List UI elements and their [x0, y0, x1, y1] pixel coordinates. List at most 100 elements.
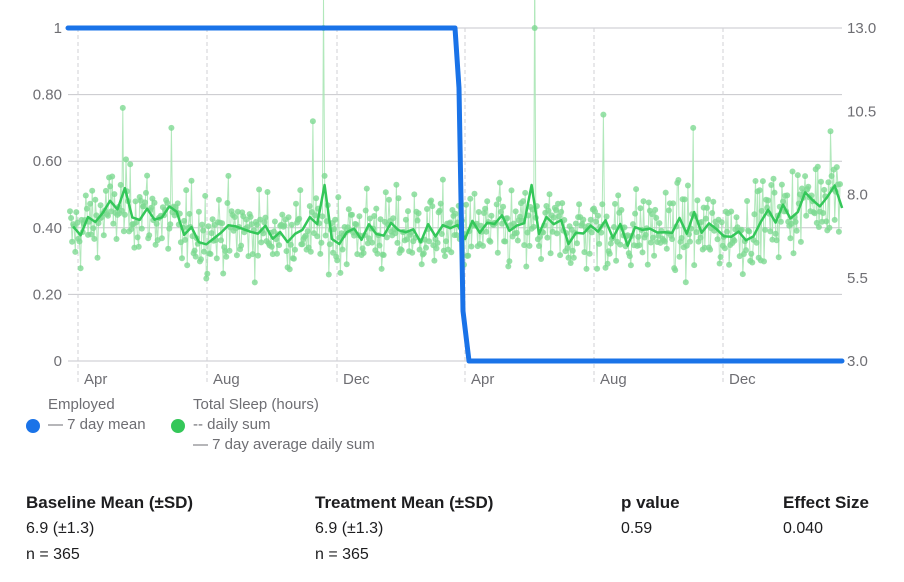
sleep-daily-point — [693, 229, 700, 236]
sleep-daily-point — [362, 207, 369, 214]
sleep-daily-point — [437, 200, 444, 207]
stat-baseline-n: n = 365 — [26, 546, 80, 563]
sleep-daily-point — [330, 249, 336, 256]
sleep-daily-point — [546, 191, 553, 198]
sleep-daily-point — [343, 261, 350, 268]
sleep-daily-point — [292, 246, 298, 253]
sleep-daily-point — [772, 230, 779, 237]
sleep-daily-point — [762, 226, 768, 233]
sleep-daily-point — [787, 235, 794, 242]
sleep-daily-point — [256, 186, 263, 193]
sleep-daily-point — [89, 187, 96, 194]
sleep-daily-point — [592, 208, 598, 215]
sleep-daily-point — [805, 183, 812, 190]
sleep-daily-point — [288, 221, 295, 228]
sleep-daily-point — [583, 265, 590, 272]
sleep-daily-point — [777, 218, 784, 225]
sleep-daily-point — [488, 212, 495, 219]
sleep-daily-point — [784, 192, 791, 199]
sleep-daily-point — [416, 246, 423, 253]
y-right-tick-label: 8.0 — [847, 187, 868, 204]
x-tick-label: Apr — [84, 371, 107, 388]
sleep-daily-point — [531, 25, 538, 31]
employed-line — [65, 25, 845, 364]
sleep-daily-point — [504, 215, 511, 222]
sleep-daily-point — [827, 128, 834, 135]
sleep-daily-point — [724, 228, 730, 235]
sleep-daily-point — [581, 249, 588, 256]
sleep-daily-point — [119, 104, 126, 111]
sleep-daily-point — [152, 241, 159, 248]
sleep-daily-point — [87, 200, 94, 207]
sleep-daily-point — [514, 237, 521, 244]
sleep-daily-point — [709, 210, 716, 216]
sleep-daily-point — [247, 213, 254, 220]
sleep-daily-point — [353, 221, 360, 228]
sleep-daily-point — [429, 203, 436, 210]
sleep-daily-point — [200, 227, 207, 234]
sleep-daily-point — [134, 234, 141, 241]
sleep-daily-point — [790, 250, 797, 257]
sleep-daily-point — [363, 185, 370, 192]
sleep-daily-point — [612, 200, 618, 207]
sleep-daily-point — [317, 250, 324, 257]
sleep-daily-point — [752, 178, 759, 184]
sleep-daily-point — [823, 218, 830, 225]
sleep-daily-point — [746, 228, 753, 235]
sleep-daily-point — [522, 189, 529, 196]
legend-employed-title: Employed — [48, 396, 115, 413]
sleep-daily-point — [82, 192, 89, 199]
sleep-daily-point — [392, 230, 399, 237]
legend-sleep-line2: — 7 day average daily sum — [193, 436, 375, 453]
sleep-daily-point — [738, 226, 745, 233]
sleep-daily-point — [287, 241, 294, 248]
sleep-daily-point — [418, 261, 425, 268]
sleep-daily-point — [826, 224, 833, 231]
sleep-daily-point — [380, 252, 387, 258]
sleep-daily-point — [797, 238, 804, 245]
sleep-daily-point — [811, 210, 818, 217]
sleep-daily-point — [676, 253, 683, 260]
sleep-daily-point — [195, 208, 202, 215]
sleep-daily-point — [113, 236, 120, 242]
y-left-tick-label: 0 — [54, 353, 62, 370]
sleep-daily-point — [606, 250, 613, 257]
sleep-daily-point — [143, 189, 149, 196]
sleep-daily-point — [821, 186, 828, 193]
sleep-daily-point — [382, 189, 389, 196]
sleep-daily-point — [158, 235, 165, 242]
sleep-daily-point — [402, 216, 409, 223]
sleep-daily-point — [224, 200, 231, 206]
sleep-daily-point — [378, 265, 385, 272]
sleep-daily-point — [345, 206, 352, 213]
sleep-daily-point — [433, 245, 440, 252]
sleep-daily-point — [768, 182, 775, 188]
sleep-daily-point — [637, 205, 644, 212]
sleep-daily-point — [394, 239, 401, 246]
sleep-daily-point — [297, 187, 304, 194]
sleep-daily-point — [684, 182, 691, 189]
sleep-daily-point — [276, 242, 283, 249]
sleep-daily-point — [502, 238, 509, 245]
sleep-daily-point — [463, 201, 470, 208]
y-left-tick-label: 0.80 — [33, 87, 62, 104]
sleep-daily-point — [655, 232, 662, 239]
sleep-daily-point — [74, 219, 81, 226]
sleep-daily-point — [617, 241, 624, 248]
sleep-daily-point — [697, 234, 704, 241]
sleep-daily-point — [607, 240, 614, 247]
legend-sleep-title: Total Sleep (hours) — [193, 396, 319, 413]
sleep-daily-point — [426, 238, 433, 245]
sleep-daily-point — [293, 200, 299, 207]
sleep-daily-point — [233, 252, 240, 259]
sleep-daily-point — [640, 198, 647, 205]
sleep-daily-point — [642, 231, 649, 238]
sleep-daily-point — [255, 252, 261, 259]
stat-baseline-header: Baseline Mean (±SD) — [26, 493, 194, 512]
sleep-daily-point — [312, 212, 318, 219]
sleep-daily-point — [626, 253, 633, 260]
sleep-daily-point — [468, 243, 475, 250]
sleep-daily-point — [383, 234, 390, 241]
sleep-daily-point — [135, 243, 142, 250]
